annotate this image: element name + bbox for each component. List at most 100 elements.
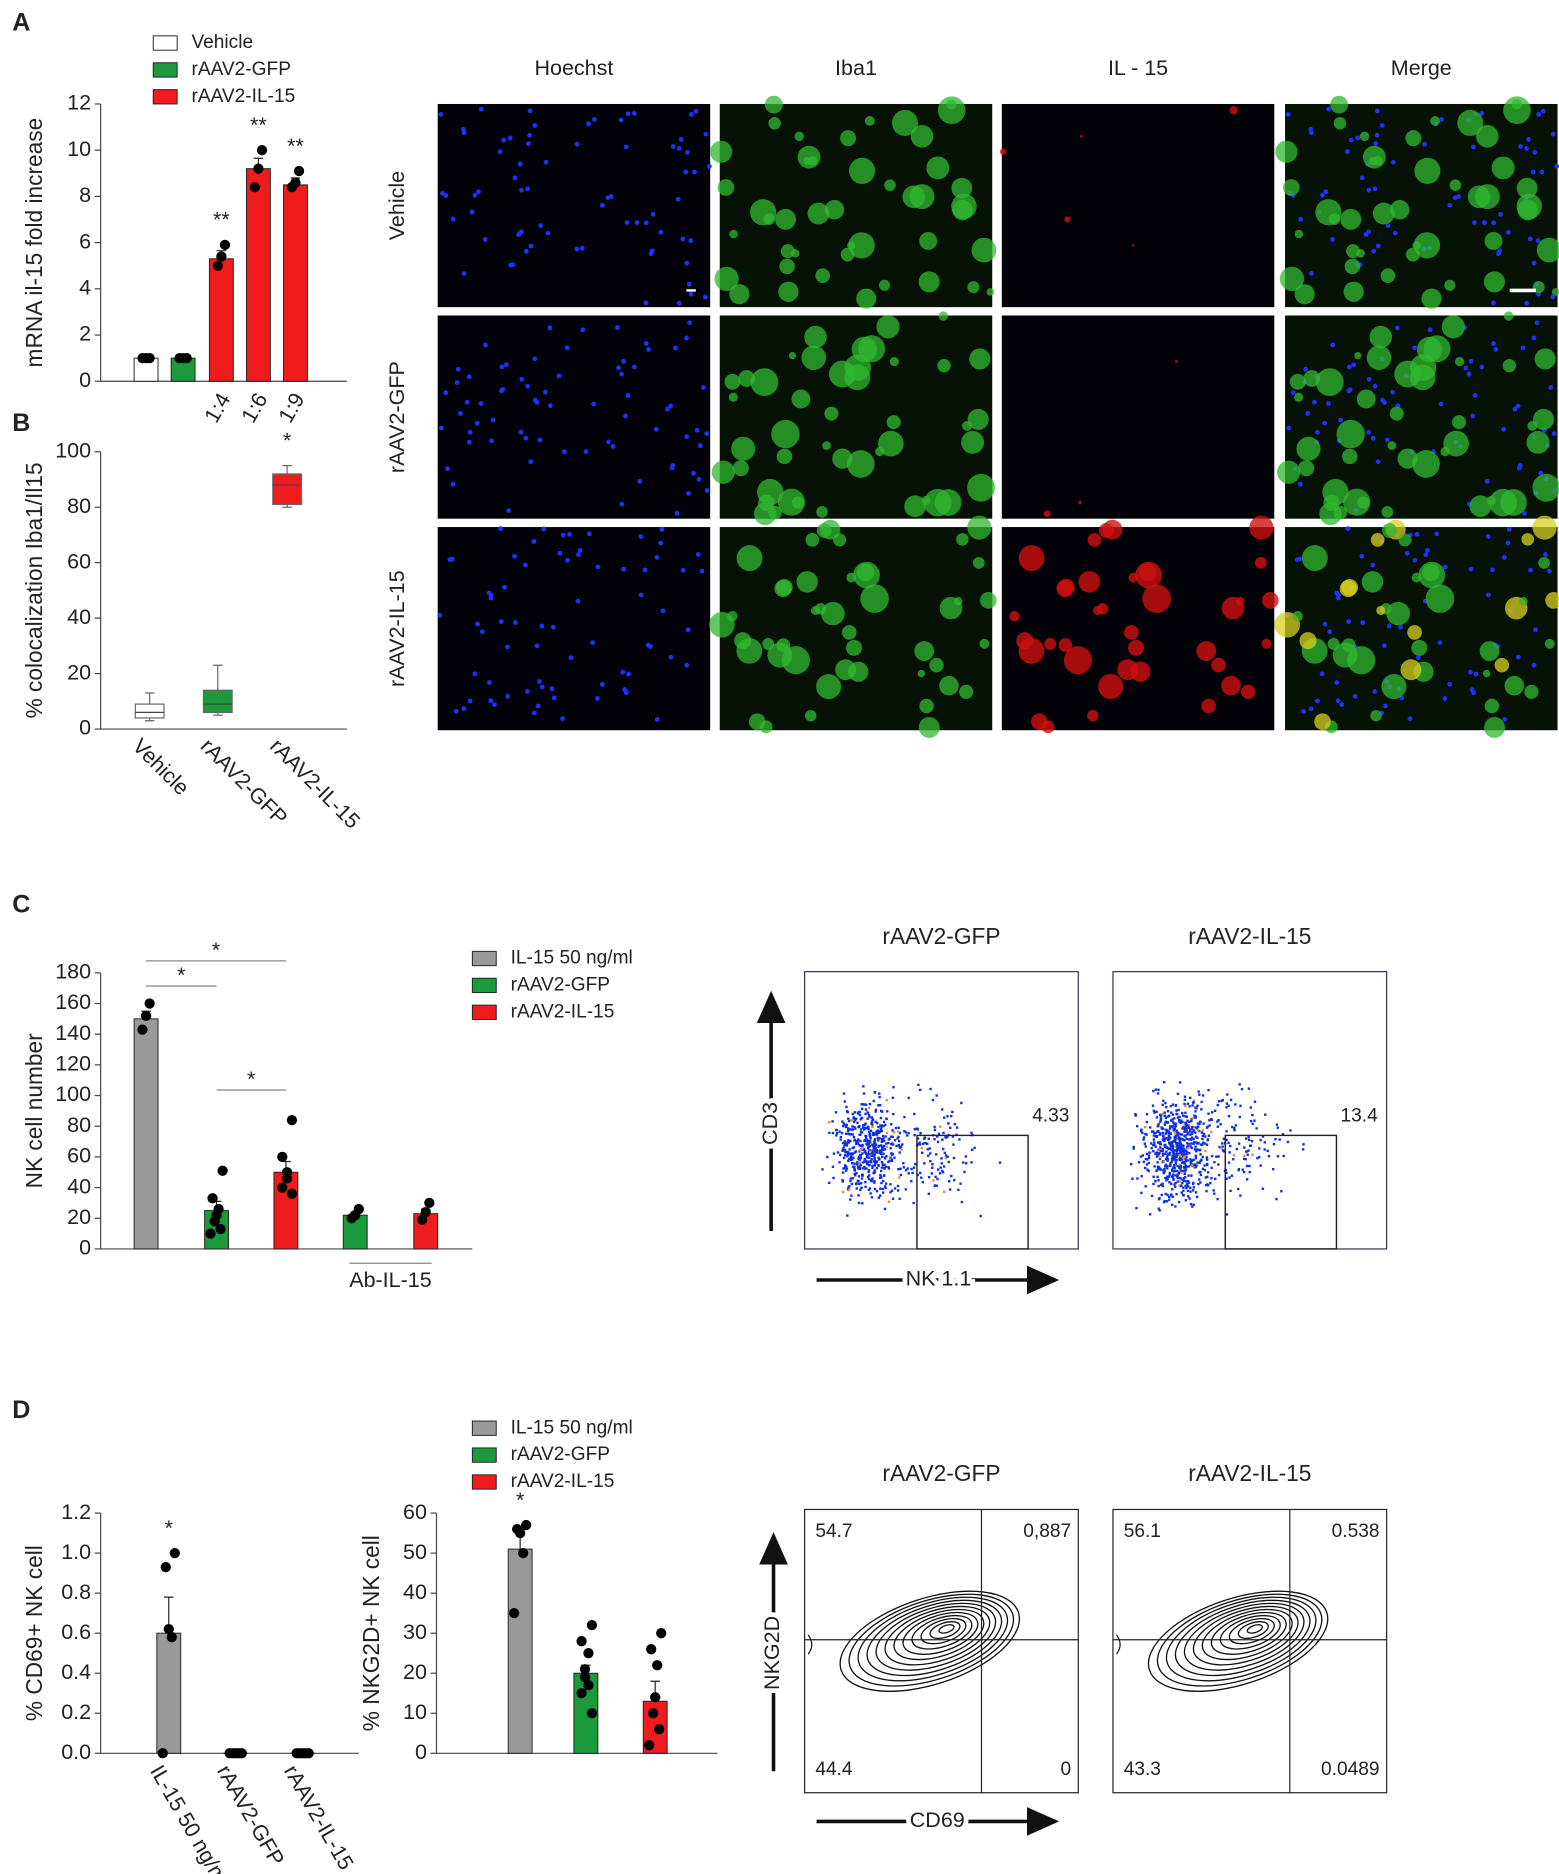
event-dot <box>890 1158 894 1162</box>
cell <box>816 674 842 700</box>
nucleus <box>1491 341 1496 346</box>
event-dot <box>875 1190 879 1193</box>
event-dot <box>1187 1185 1190 1188</box>
cell <box>969 348 991 370</box>
contour <box>857 1596 1009 1682</box>
event-dot <box>931 1163 934 1166</box>
nucleus <box>621 358 627 364</box>
cell <box>1451 415 1467 430</box>
event-dot <box>947 1160 950 1164</box>
cell <box>1503 311 1514 321</box>
nucleus <box>1330 237 1335 242</box>
event-dot <box>1206 1158 1209 1161</box>
event-dot <box>1217 1163 1220 1166</box>
event-dot <box>1187 1174 1190 1177</box>
event-dot <box>1152 1175 1155 1179</box>
event-dot <box>1173 1131 1177 1135</box>
event-dot <box>858 1158 861 1162</box>
event-dot <box>1176 1164 1179 1168</box>
event-dot <box>1165 1150 1168 1153</box>
event-dot <box>1187 1181 1191 1184</box>
nucleus <box>1439 117 1445 122</box>
event-dot <box>1171 1169 1174 1173</box>
event-dot <box>1196 1148 1199 1151</box>
event-dot <box>1161 1182 1164 1185</box>
event-dot <box>1165 1200 1169 1203</box>
event-dot <box>873 1138 877 1141</box>
nucleus <box>547 325 553 331</box>
event-dot <box>1198 1178 1201 1181</box>
cell <box>776 448 793 465</box>
legend-swatch <box>471 1004 497 1020</box>
cell <box>1315 368 1344 397</box>
event-dot <box>867 1152 870 1156</box>
nucleus <box>1505 540 1511 546</box>
cell <box>824 200 845 220</box>
plot-title: rAAV2-IL-15 <box>1188 1460 1311 1486</box>
event-dot <box>881 1191 885 1194</box>
legend-swatch <box>152 62 178 78</box>
cell <box>1328 213 1341 225</box>
event-dot <box>859 1144 862 1147</box>
event-dot <box>878 1137 881 1140</box>
cell <box>1390 200 1410 220</box>
event-dot <box>902 1166 906 1169</box>
event-dot <box>881 1187 884 1191</box>
event-dot <box>1186 1102 1190 1105</box>
legend-label: rAAV2-IL-15 <box>191 86 295 107</box>
event-dot <box>884 1123 887 1127</box>
event-dot <box>1183 1102 1186 1106</box>
event-dot <box>1181 1161 1184 1164</box>
cell <box>776 638 791 652</box>
event-dot <box>944 1156 947 1160</box>
cell <box>1491 156 1515 180</box>
x-tick-label: Vehicle <box>128 734 194 800</box>
data-point <box>656 1628 667 1639</box>
event-dot <box>844 1154 847 1157</box>
event-dot <box>878 1092 881 1095</box>
cell <box>794 131 804 142</box>
event-dot <box>1162 1134 1165 1138</box>
event-dot <box>1248 1170 1251 1174</box>
micrograph <box>1277 311 1559 526</box>
event-dot <box>1176 1152 1179 1156</box>
nucleus <box>478 401 484 407</box>
event-dot <box>892 1085 895 1089</box>
nucleus <box>497 149 503 155</box>
event-dot <box>1185 1150 1189 1154</box>
event-dot <box>867 1156 871 1159</box>
nucleus <box>450 481 456 487</box>
nucleus <box>565 557 570 563</box>
nucleus <box>680 567 686 573</box>
event-dot <box>903 1129 906 1133</box>
cell <box>750 368 779 397</box>
event-dot <box>877 1145 880 1149</box>
nucleus <box>1490 300 1496 306</box>
event-dot <box>863 1139 866 1143</box>
cell <box>807 202 830 225</box>
quadrant-value: 43.3 <box>1124 1759 1161 1780</box>
event-dot <box>1206 1138 1210 1141</box>
event-dot <box>876 1136 879 1140</box>
nucleus <box>1512 406 1518 412</box>
event-dot <box>1178 1144 1182 1147</box>
event-dot <box>862 1085 865 1088</box>
event-dot <box>872 1131 875 1135</box>
nucleus <box>1359 553 1365 559</box>
panel-label: C <box>12 891 30 919</box>
quadrant-value: 0,887 <box>1023 1521 1071 1542</box>
event-dot <box>852 1120 856 1123</box>
cell <box>937 96 966 125</box>
micrograph <box>711 311 995 526</box>
event-dot <box>1227 1114 1231 1118</box>
event-dot <box>849 1179 852 1183</box>
cell <box>1277 460 1301 484</box>
cell <box>967 408 989 430</box>
cell <box>914 641 935 661</box>
cell <box>1430 115 1441 126</box>
data-point <box>281 1173 293 1184</box>
event-dot <box>891 1197 895 1200</box>
contour <box>1246 1624 1263 1634</box>
event-dot <box>1179 1165 1183 1169</box>
cell <box>1279 266 1305 292</box>
